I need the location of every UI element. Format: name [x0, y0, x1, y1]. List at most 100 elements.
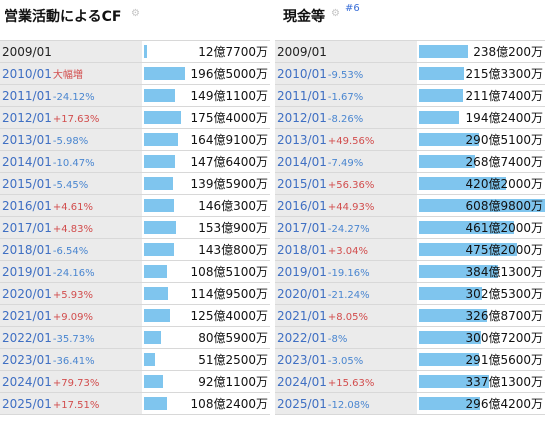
year-cell: 2014/01-10.47% [0, 150, 142, 173]
table-row: 2014/01-7.49% 268億7400万 [275, 150, 545, 173]
value-cell: 291億5600万 [417, 348, 545, 371]
table-row: 2013/01-5.98% 164億9100万 [0, 128, 270, 151]
year-link: 2009/01 [2, 44, 52, 59]
value-text: 215億3300万 [465, 67, 543, 81]
year-link[interactable]: 2025/01 [277, 396, 327, 411]
year-link[interactable]: 2012/01 [277, 110, 327, 125]
table-row: 2013/01+49.56% 290億5100万 [275, 128, 545, 151]
table-row: 2021/01+9.09% 125億4000万 [0, 304, 270, 327]
change-rate: +79.73% [52, 377, 100, 389]
value-bar [419, 287, 482, 300]
year-link[interactable]: 2011/01 [277, 88, 327, 103]
year-link[interactable]: 2023/01 [2, 352, 52, 367]
change-rate: -5.45% [52, 179, 89, 191]
year-cell: 2010/01-9.53% [275, 62, 417, 85]
year-link[interactable]: 2024/01 [2, 374, 52, 389]
year-cell: 2009/01 [275, 40, 417, 63]
year-link[interactable]: 2012/01 [2, 110, 52, 125]
value-text: 337億1300万 [465, 375, 543, 389]
change-rate: -6.54% [52, 245, 89, 257]
change-rate: +15.63% [327, 377, 375, 389]
value-text: 475億2000万 [465, 243, 543, 257]
value-bar [419, 111, 460, 124]
year-link[interactable]: 2018/01 [2, 242, 52, 257]
value-cell: 215億3300万 [417, 62, 545, 85]
year-link[interactable]: 2025/01 [2, 396, 52, 411]
value-text: 238億200万 [473, 45, 543, 59]
value-bar [144, 111, 181, 124]
value-bar [419, 243, 518, 256]
year-link[interactable]: 2017/01 [277, 220, 327, 235]
year-link[interactable]: 2021/01 [277, 308, 327, 323]
value-bar [144, 309, 171, 322]
value-cell: 608億9800万 [417, 194, 545, 217]
year-link[interactable]: 2017/01 [2, 220, 52, 235]
table-row: 2023/01-36.41% 51億2500万 [0, 348, 270, 371]
change-rate: 大幅増 [52, 70, 83, 81]
settings-gear-icon[interactable]: ⚙ [131, 8, 140, 19]
value-cell: 125億4000万 [142, 304, 270, 327]
value-bar [144, 155, 175, 168]
year-link[interactable]: 2010/01 [277, 66, 327, 81]
value-bar [419, 133, 480, 146]
value-bar [419, 265, 499, 278]
year-link[interactable]: 2011/01 [2, 88, 52, 103]
rank-badge[interactable]: #6 [345, 3, 360, 14]
value-bar [144, 397, 167, 410]
year-link[interactable]: 2019/01 [277, 264, 327, 279]
value-text: 139億5900万 [190, 177, 268, 191]
year-link[interactable]: 2013/01 [2, 132, 52, 147]
year-cell: 2020/01+5.93% [0, 282, 142, 305]
value-cell: 211億7400万 [417, 84, 545, 107]
value-cell: 51億2500万 [142, 348, 270, 371]
year-link[interactable]: 2020/01 [277, 286, 327, 301]
year-link[interactable]: 2015/01 [2, 176, 52, 191]
year-cell: 2010/01大幅増 [0, 62, 142, 85]
change-rate: -21.24% [327, 289, 370, 301]
year-cell: 2018/01-6.54% [0, 238, 142, 261]
value-text: 302億5300万 [465, 287, 543, 301]
year-cell: 2019/01-19.16% [275, 260, 417, 283]
value-cell: 302億5300万 [417, 282, 545, 305]
settings-gear-icon[interactable]: ⚙ [331, 8, 340, 19]
table-row: 2019/01-24.16% 108億5100万 [0, 260, 270, 283]
change-rate: -24.27% [327, 223, 370, 235]
year-link[interactable]: 2016/01 [2, 198, 52, 213]
change-rate: -24.16% [52, 267, 95, 279]
year-cell: 2016/01+44.93% [275, 194, 417, 217]
change-rate: -8% [327, 333, 348, 345]
value-bar [144, 199, 175, 212]
year-link[interactable]: 2019/01 [2, 264, 52, 279]
value-cell: 164億9100万 [142, 128, 270, 151]
year-link[interactable]: 2015/01 [277, 176, 327, 191]
year-link[interactable]: 2016/01 [277, 198, 327, 213]
value-cell: 12億7700万 [142, 40, 270, 63]
value-text: 153億900万 [198, 221, 268, 235]
year-link[interactable]: 2013/01 [277, 132, 327, 147]
value-cell: 108億2400万 [142, 392, 270, 415]
year-link[interactable]: 2014/01 [2, 154, 52, 169]
year-link[interactable]: 2022/01 [2, 330, 52, 345]
value-bar [144, 89, 176, 102]
value-bar [419, 375, 489, 388]
table-row: 2012/01+17.63% 175億4000万 [0, 106, 270, 129]
year-link[interactable]: 2022/01 [277, 330, 327, 345]
table-row: 2022/01-35.73% 80億5900万 [0, 326, 270, 349]
table-row: 2020/01-21.24% 302億5300万 [275, 282, 545, 305]
table-row: 2022/01-8% 300億7200万 [275, 326, 545, 349]
table-row: 2024/01+79.73% 92億1100万 [0, 370, 270, 393]
value-text: 326億8700万 [465, 309, 543, 323]
year-link[interactable]: 2014/01 [277, 154, 327, 169]
table-row: 2009/01 12億7700万 [0, 40, 270, 63]
year-link[interactable]: 2024/01 [277, 374, 327, 389]
year-link[interactable]: 2018/01 [277, 242, 327, 257]
year-link[interactable]: 2010/01 [2, 67, 52, 81]
table-row: 2017/01+4.83% 153億900万 [0, 216, 270, 239]
year-link[interactable]: 2020/01 [2, 286, 52, 301]
year-cell: 2024/01+15.63% [275, 370, 417, 393]
value-cell: 149億1100万 [142, 84, 270, 107]
value-bar [419, 331, 482, 344]
value-cell: 326億8700万 [417, 304, 545, 327]
year-link[interactable]: 2021/01 [2, 308, 52, 323]
year-link[interactable]: 2023/01 [277, 352, 327, 367]
